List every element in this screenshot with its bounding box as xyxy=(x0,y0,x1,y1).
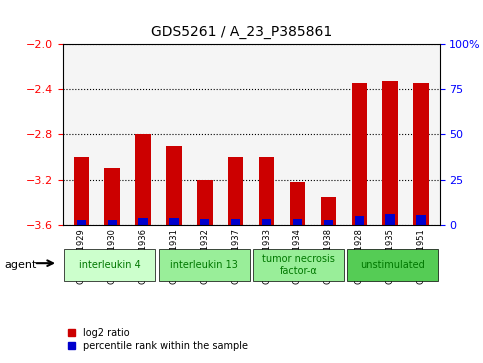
FancyBboxPatch shape xyxy=(253,249,344,281)
Bar xyxy=(383,81,398,225)
Bar xyxy=(293,219,302,225)
Text: unstimulated: unstimulated xyxy=(360,260,425,270)
Bar xyxy=(416,215,426,225)
Bar xyxy=(413,83,429,225)
Bar xyxy=(231,219,241,225)
Bar xyxy=(324,220,333,225)
Bar xyxy=(200,219,210,225)
Bar xyxy=(166,146,182,225)
FancyBboxPatch shape xyxy=(64,249,156,281)
Bar xyxy=(139,218,148,225)
Bar xyxy=(262,219,271,225)
Bar xyxy=(197,180,213,225)
Bar xyxy=(259,157,274,225)
Bar xyxy=(290,182,305,225)
Bar xyxy=(73,157,89,225)
Bar xyxy=(170,218,179,225)
Text: agent: agent xyxy=(5,260,37,270)
Text: GDS5261 / A_23_P385861: GDS5261 / A_23_P385861 xyxy=(151,25,332,40)
Text: interleukin 13: interleukin 13 xyxy=(170,260,238,270)
Legend: log2 ratio, percentile rank within the sample: log2 ratio, percentile rank within the s… xyxy=(68,328,248,351)
Bar xyxy=(355,216,364,225)
FancyBboxPatch shape xyxy=(347,249,438,281)
Bar xyxy=(77,220,86,225)
Bar xyxy=(228,157,243,225)
Bar xyxy=(385,214,395,225)
FancyBboxPatch shape xyxy=(158,249,250,281)
Text: interleukin 4: interleukin 4 xyxy=(79,260,141,270)
Bar xyxy=(108,220,117,225)
Bar xyxy=(104,168,120,225)
Bar xyxy=(352,83,367,225)
Bar xyxy=(321,197,336,225)
Bar xyxy=(135,134,151,225)
Text: tumor necrosis
factor-α: tumor necrosis factor-α xyxy=(262,254,335,276)
